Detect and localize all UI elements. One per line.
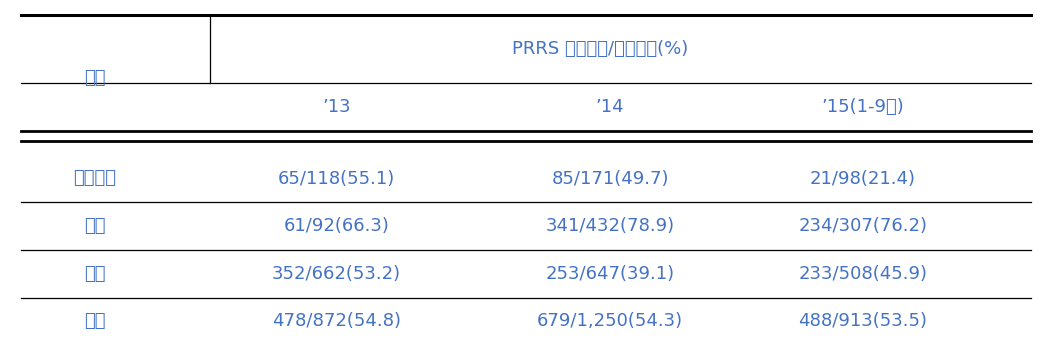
- Text: ’15(1-9월): ’15(1-9월): [822, 98, 904, 116]
- Text: 기관: 기관: [84, 69, 105, 87]
- Text: ’13: ’13: [322, 98, 351, 116]
- Text: 민간: 민간: [84, 265, 105, 283]
- Text: 478/872(54.8): 478/872(54.8): [272, 312, 401, 330]
- Text: 검역본부: 검역본부: [74, 170, 116, 187]
- Text: 234/307(76.2): 234/307(76.2): [798, 217, 927, 235]
- Text: 85/171(49.7): 85/171(49.7): [551, 170, 669, 187]
- Text: 233/508(45.9): 233/508(45.9): [798, 265, 927, 283]
- Text: 488/913(53.5): 488/913(53.5): [798, 312, 927, 330]
- Text: 61/92(66.3): 61/92(66.3): [284, 217, 389, 235]
- Text: 21/98(21.4): 21/98(21.4): [810, 170, 915, 187]
- Text: 대학: 대학: [84, 217, 105, 235]
- Text: PRRS 양성건수/진단건수(%): PRRS 양성건수/진단건수(%): [511, 40, 688, 58]
- Text: 352/662(53.2): 352/662(53.2): [272, 265, 401, 283]
- Text: 65/118(55.1): 65/118(55.1): [278, 170, 396, 187]
- Text: 341/432(78.9): 341/432(78.9): [546, 217, 674, 235]
- Text: 합계: 합계: [84, 312, 105, 330]
- Text: 253/647(39.1): 253/647(39.1): [546, 265, 674, 283]
- Text: ’14: ’14: [595, 98, 625, 116]
- Text: 679/1,250(54.3): 679/1,250(54.3): [538, 312, 683, 330]
